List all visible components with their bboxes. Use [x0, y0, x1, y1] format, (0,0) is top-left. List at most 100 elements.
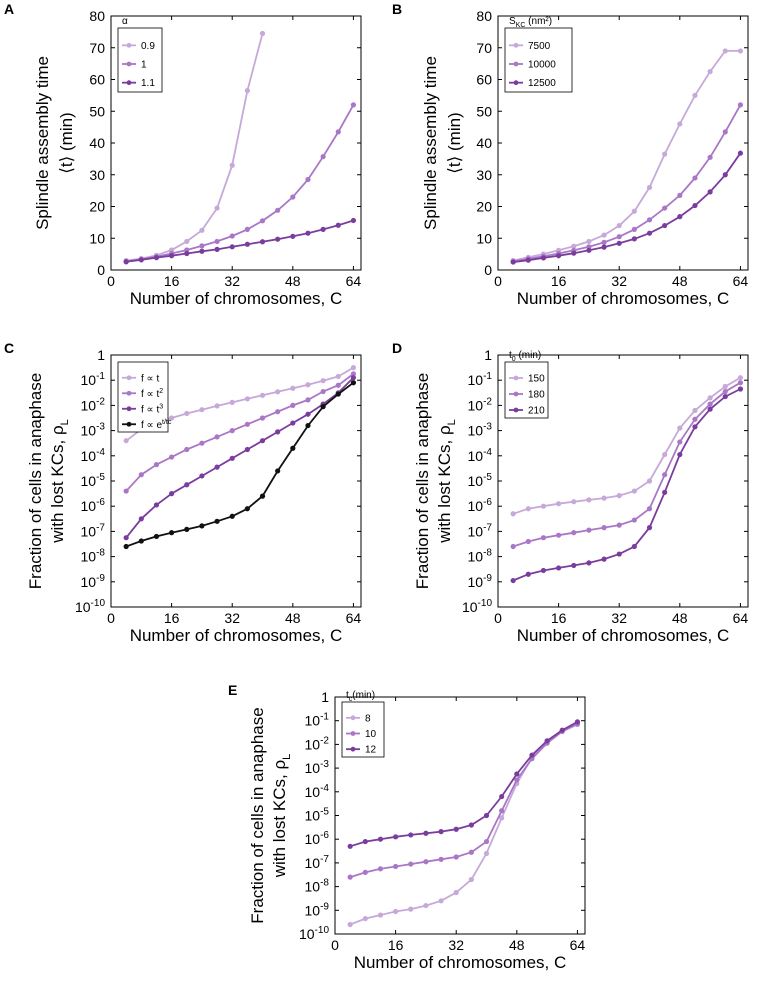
y-axis-title-line1: Splindle assembly time: [33, 56, 52, 230]
chart-panel-b: 0 16 32 48 64 0 10 20 30 40 50 60 70 80 Number of chro…: [421, 8, 749, 308]
y-axis-title-line1: Fraction of cells in anaphase: [248, 707, 267, 923]
data-point: [423, 830, 429, 836]
data-point: [529, 752, 535, 758]
legend-marker: [513, 61, 519, 67]
y-tick-label: 20: [89, 199, 105, 215]
data-point: [616, 234, 622, 240]
y-tick-label: 0: [484, 262, 492, 278]
data-point: [244, 226, 250, 232]
y-tick-label: 10-6: [81, 497, 106, 514]
data-point: [259, 392, 266, 398]
data-point: [646, 184, 653, 191]
legend-marker: [126, 61, 132, 67]
data-point: [571, 562, 577, 569]
data-point: [153, 255, 160, 261]
data-point: [707, 189, 713, 195]
data-point: [199, 473, 205, 479]
data-point: [438, 829, 444, 835]
x-tick-label: 48: [672, 273, 688, 289]
x-tick-label: 16: [388, 937, 404, 953]
legend-title: t0 (min): [509, 350, 541, 363]
y-tick-label: 10-4: [81, 447, 106, 464]
data-point: [737, 386, 744, 392]
data-point: [483, 838, 490, 845]
data-point: [184, 526, 190, 532]
data-point: [544, 738, 550, 744]
y-axis-title-line2: with lost KCs, ρL: [48, 419, 71, 544]
legend-label: f ∝ t2: [141, 388, 163, 400]
series-line-3: [349, 721, 578, 848]
y-axis-title-line2: ⟨t⟩ (min): [57, 112, 76, 173]
legend-label: f ∝ t3: [141, 403, 163, 415]
legend-marker: [126, 406, 132, 412]
data-point: [438, 898, 444, 904]
data-point: [123, 488, 129, 494]
data-point: [616, 240, 622, 246]
data-point: [123, 535, 129, 541]
data-point: [393, 834, 399, 840]
data-point: [138, 257, 144, 263]
data-point: [646, 525, 653, 531]
data-point: [214, 238, 220, 245]
data-point: [662, 451, 668, 458]
data-point: [453, 889, 459, 896]
data-point: [646, 217, 653, 223]
y-tick-label: 10-10: [462, 598, 492, 615]
y-tick-label: 70: [89, 40, 105, 56]
data-point: [199, 227, 205, 233]
y-tick-label: 10-7: [305, 854, 330, 871]
y-tick-label: 40: [476, 135, 492, 151]
y-tick-label: 10-6: [305, 830, 330, 847]
x-tick-label: 0: [494, 610, 502, 626]
data-point: [616, 551, 622, 557]
legend-label: 180: [528, 390, 545, 401]
data-point: [453, 826, 459, 832]
legend-label: 12500: [528, 78, 556, 89]
data-point: [631, 236, 637, 242]
data-point: [631, 208, 637, 214]
data-point: [362, 838, 368, 845]
data-point: [199, 248, 205, 254]
data-point: [692, 175, 698, 181]
data-point: [662, 489, 668, 495]
data-point: [677, 439, 683, 445]
data-point: [601, 244, 607, 250]
data-point: [377, 912, 384, 918]
x-tick-label: 48: [285, 610, 301, 626]
data-point: [525, 506, 531, 512]
legend-label: 8: [365, 713, 371, 724]
data-point: [320, 154, 326, 160]
data-point: [214, 403, 220, 409]
data-point: [350, 365, 357, 371]
data-point: [244, 506, 250, 512]
data-point: [229, 244, 235, 250]
series-line-4: [125, 381, 354, 548]
data-point: [362, 869, 368, 875]
y-tick-label: 10-3: [305, 759, 330, 776]
legend-marker: [513, 80, 519, 86]
legend-label: 7500: [528, 41, 551, 52]
data-point: [138, 472, 144, 478]
data-point: [559, 727, 565, 733]
data-point: [571, 243, 577, 249]
data-point: [305, 382, 311, 388]
data-point: [350, 217, 357, 224]
data-point: [350, 375, 357, 381]
data-point: [350, 380, 357, 386]
x-tick-label: 16: [164, 610, 180, 626]
series-line-1: [513, 50, 741, 262]
data-point: [483, 850, 490, 857]
legend-label: 1: [141, 60, 147, 71]
data-point: [556, 501, 562, 507]
panel-letter-a: A: [4, 1, 14, 17]
y-tick-label: 1: [97, 347, 105, 363]
y-tick-label: 10-2: [305, 735, 330, 752]
y-tick-label: 10-6: [468, 497, 493, 514]
x-axis-title: Number of chromosomes, C: [130, 626, 343, 645]
data-point: [586, 497, 592, 503]
data-point: [138, 516, 144, 522]
data-point: [571, 499, 577, 505]
legend-marker: [350, 715, 356, 721]
data-point: [214, 518, 220, 524]
data-point: [290, 194, 296, 200]
